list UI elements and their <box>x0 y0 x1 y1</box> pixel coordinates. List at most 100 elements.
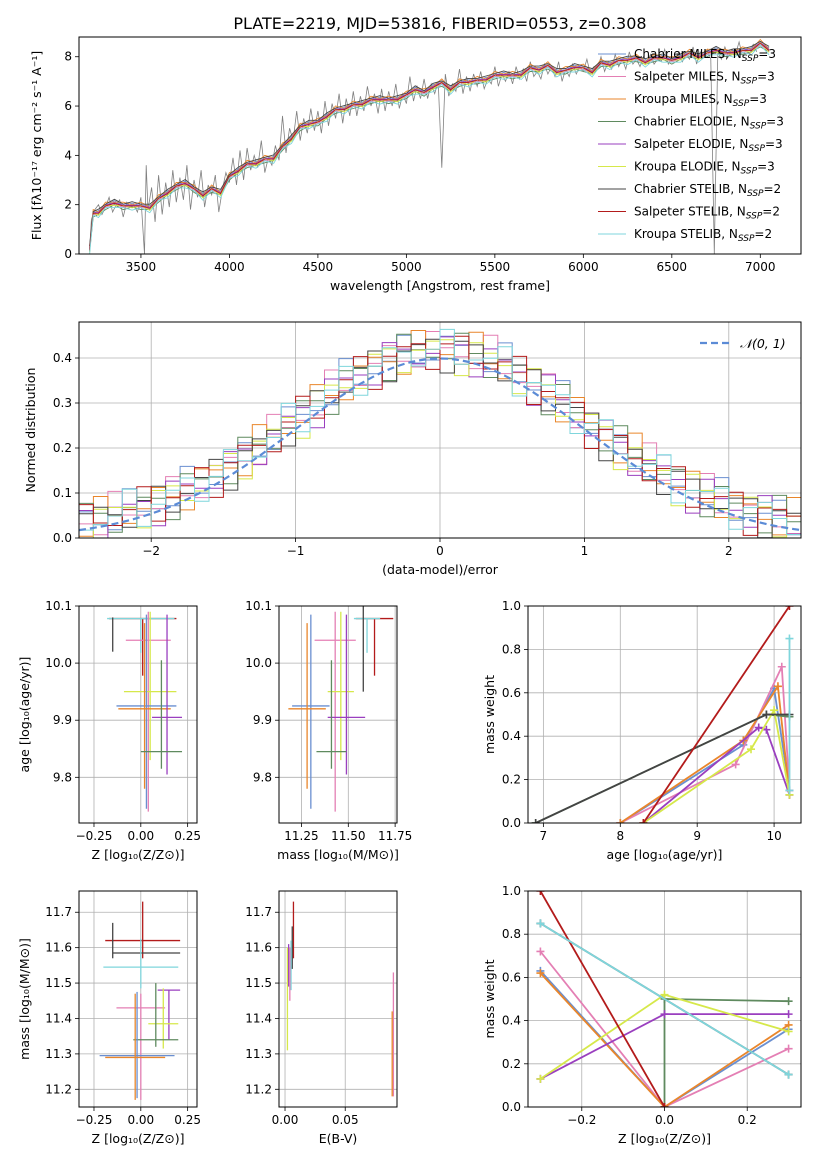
y-tick-label: 11.2 <box>45 1082 72 1096</box>
weight-marker <box>784 1010 793 1019</box>
legend-entry: Chabrier STELIB, NSSP=2 <box>634 182 781 199</box>
y-tick-label: 11.5 <box>45 976 72 990</box>
axes-frame <box>78 36 802 255</box>
x-tick-label: −0.2 <box>567 1113 596 1127</box>
panel-mass_vs_ebv: 0.00 0.05 11.2 11.3 11.4 11.5 11.6 11.7 E(B-V) <box>245 890 398 1146</box>
weight-marker <box>777 662 786 671</box>
plot-area <box>279 891 397 1107</box>
x-tick-label: 11.25 <box>284 829 318 843</box>
x-tick-label: 4500 <box>303 260 334 274</box>
panel-weight_vs_age: 7 8 9 10 0.0 0.2 0.4 0.6 0.8 1.0 age [log₁₀(age/yr… <box>482 599 802 862</box>
legend-entry: Chabrier MILES, NSSP=3 <box>634 47 776 64</box>
weight-series <box>663 998 789 1107</box>
weight-marker <box>754 723 763 732</box>
weight-series <box>539 970 790 1107</box>
legend-entry: Salpeter MILES, NSSP=3 <box>634 70 775 87</box>
y-tick-label: 0.3 <box>53 396 72 410</box>
x-tick-label: 7000 <box>745 260 776 274</box>
plot-area <box>79 322 801 538</box>
x-tick-label: 0.00 <box>272 1113 299 1127</box>
y-tick-label: 8 <box>64 50 72 64</box>
legend-entry: Salpeter ELODIE, NSSP=3 <box>634 137 783 154</box>
weight-series <box>539 972 790 1107</box>
x-tick-label: 0.0 <box>655 1113 674 1127</box>
model-spectrum-6 <box>89 40 770 247</box>
x-tick-label: 0.05 <box>332 1113 359 1127</box>
panel-mass_vs_Z: −0.25 0.00 0.25 11.2 11.3 11.4 11.5 11.6 11.7 Z [… <box>17 890 201 1146</box>
x-tick-label: 9 <box>693 829 701 843</box>
weight-series <box>619 666 791 823</box>
y-tick-label: 11.4 <box>245 1011 272 1025</box>
x-tick-label: 4000 <box>214 260 245 274</box>
x-tick-label: 3500 <box>126 260 157 274</box>
axes-frame <box>78 890 198 1108</box>
x-tick-label: 0 <box>436 544 444 558</box>
weight-marker <box>660 1103 669 1107</box>
y-tick-label: 11.3 <box>245 1047 272 1061</box>
y-tick-label: 2 <box>64 198 72 212</box>
weight-marker <box>536 969 545 978</box>
x-axis-label: (data-model)/error <box>382 562 499 577</box>
y-tick-label: 11.6 <box>45 941 72 955</box>
x-axis-label: Z [log₁₀(Z/Z⊙)] <box>92 1131 185 1146</box>
weight-marker <box>731 760 740 769</box>
x-tick-label: 1 <box>581 544 589 558</box>
y-tick-label: 11.7 <box>45 905 72 919</box>
weight-marker <box>785 606 794 610</box>
x-axis-label: Z [log₁₀(Z/Z⊙)] <box>92 847 185 862</box>
x-tick-label: 6500 <box>657 260 688 274</box>
plot-area <box>528 606 801 823</box>
axes-frame <box>527 605 802 824</box>
y-axis-label: Flux [fλ10⁻¹⁷ erg cm⁻² s⁻¹ A⁻¹] <box>29 51 44 240</box>
panel-residuals: −2 −1 0 1 2 0.0 0.1 0.2 0.3 0.4 (data-model)/error… <box>23 321 802 577</box>
histogram-8 <box>79 328 801 535</box>
weight-marker <box>639 819 648 823</box>
model-spectrum-2 <box>89 38 770 250</box>
axes-frame <box>78 605 198 824</box>
x-tick-label: −0.25 <box>76 1113 113 1127</box>
y-axis-label: Normed distribution <box>23 368 38 493</box>
x-tick-label: −1 <box>287 544 305 558</box>
y-tick-label: 0.8 <box>502 927 521 941</box>
y-tick-label: 11.2 <box>245 1082 272 1096</box>
x-tick-label: 0.25 <box>174 829 201 843</box>
panel-spectrum: 3500 4000 4500 5000 5500 6000 6500 7000 0 2 4 6 8 wav… <box>29 36 802 293</box>
weight-marker <box>784 1027 793 1036</box>
y-tick-label: 0.2 <box>53 441 72 455</box>
y-tick-label: 10.1 <box>45 599 72 613</box>
weight-marker <box>531 819 540 823</box>
x-tick-label: 8 <box>616 829 624 843</box>
y-tick-label: 11.5 <box>245 976 272 990</box>
x-tick-label: 11.75 <box>378 829 412 843</box>
axes-frame <box>278 890 398 1108</box>
axes-frame <box>278 605 398 824</box>
weight-marker <box>773 682 782 691</box>
y-tick-label: 9.8 <box>53 770 72 784</box>
panel-weight_vs_Z: −0.2 0.0 0.2 0.0 0.2 0.4 0.6 0.8 1.0 Z [log₁₀(Z/Z… <box>482 884 802 1146</box>
model-spectrum-8 <box>89 44 770 254</box>
x-axis-label: E(B-V) <box>319 1131 358 1146</box>
y-tick-label: 10.0 <box>245 656 272 670</box>
x-tick-label: 6000 <box>568 260 599 274</box>
x-tick-label: −0.25 <box>76 829 113 843</box>
weight-marker <box>747 745 756 754</box>
legend-entry: Chabrier ELODIE, NSSP=3 <box>634 115 784 132</box>
panel-age_vs_mass: 11.25 11.50 11.75 9.8 9.9 10.0 10.1 mass [log₁₀… <box>245 599 412 862</box>
weight-marker <box>536 947 545 956</box>
y-tick-label: 0.8 <box>502 642 521 656</box>
x-axis-label: Z [log₁₀(Z/Z⊙)] <box>618 1131 711 1146</box>
weight-marker <box>770 706 779 715</box>
legend-entry: Kroupa ELODIE, NSSP=3 <box>634 160 775 177</box>
y-tick-label: 0 <box>64 247 72 261</box>
y-axis-label: mass weight <box>482 675 497 754</box>
x-tick-label: 0.00 <box>127 829 154 843</box>
x-tick-label: 11.50 <box>331 829 365 843</box>
x-tick-label: 10 <box>766 829 781 843</box>
legend-entry: Kroupa STELIB, NSSP=2 <box>634 227 772 244</box>
y-axis-label: mass [log₁₀(M/M⊙)] <box>17 938 32 1060</box>
plot-area <box>79 891 197 1107</box>
y-tick-label: 9.9 <box>53 713 72 727</box>
plot-area <box>79 606 197 823</box>
x-tick-label: −2 <box>142 544 160 558</box>
y-tick-label: 11.6 <box>245 941 272 955</box>
